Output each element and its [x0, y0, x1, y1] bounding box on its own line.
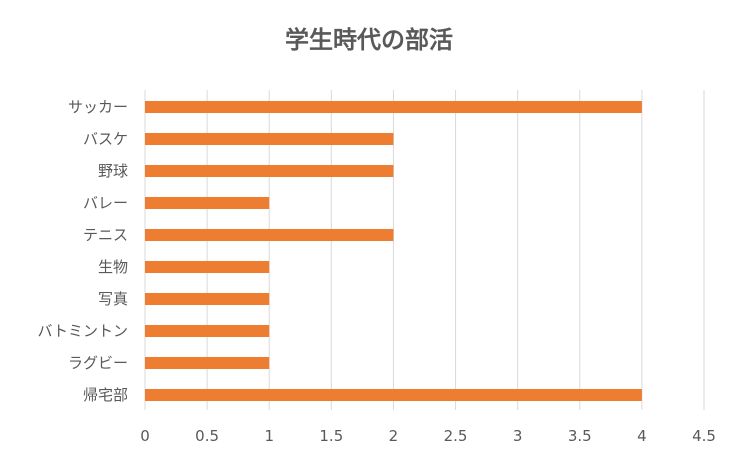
bar	[145, 389, 642, 401]
bar	[145, 165, 394, 177]
category-label: 帰宅部	[83, 386, 128, 404]
x-tick-label: 2	[389, 427, 399, 445]
category-label: テニス	[83, 226, 128, 244]
bar	[145, 261, 270, 273]
x-tick-label: 4.5	[692, 427, 716, 445]
category-label: バスケ	[83, 130, 128, 148]
bar	[145, 229, 394, 241]
bar	[145, 293, 270, 305]
x-tick-label: 0.5	[195, 427, 219, 445]
bar	[145, 133, 394, 145]
category-label: 生物	[98, 258, 128, 276]
category-label: バレー	[83, 194, 128, 212]
category-label: ラグビー	[68, 354, 128, 372]
bar	[145, 325, 270, 337]
x-tick-label: 4	[637, 427, 647, 445]
x-tick-label: 0	[140, 427, 150, 445]
x-axis-tick-labels: 0 0.5 1 1.5 2 2.5 3 3.5 4 4.5	[140, 427, 716, 445]
category-label: サッカー	[68, 98, 128, 116]
bars	[145, 101, 642, 401]
x-tick-label: 3.5	[568, 427, 592, 445]
bar	[145, 197, 270, 209]
x-tick-label: 1.5	[319, 427, 343, 445]
bar	[145, 357, 270, 369]
bar	[145, 101, 642, 113]
category-label: 野球	[98, 162, 128, 180]
x-tick-label: 1	[264, 427, 274, 445]
x-tick-label: 3	[513, 427, 523, 445]
category-label: バトミントン	[38, 322, 128, 340]
category-label: 写真	[98, 290, 128, 308]
chart-title: 学生時代の部活	[285, 26, 453, 54]
x-tick-label: 2.5	[444, 427, 468, 445]
